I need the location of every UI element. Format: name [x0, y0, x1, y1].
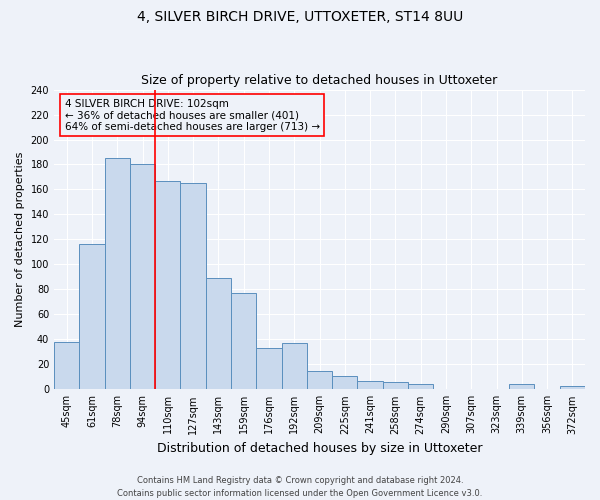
Bar: [181, 183, 206, 390]
Text: 4, SILVER BIRCH DRIVE, UTTOXETER, ST14 8UU: 4, SILVER BIRCH DRIVE, UTTOXETER, ST14 8…: [137, 10, 463, 24]
Text: Contains HM Land Registry data © Crown copyright and database right 2024.
Contai: Contains HM Land Registry data © Crown c…: [118, 476, 482, 498]
Bar: [256, 348, 281, 390]
Bar: [383, 382, 408, 390]
Bar: [231, 293, 256, 390]
Bar: [509, 384, 535, 390]
Bar: [281, 343, 307, 390]
X-axis label: Distribution of detached houses by size in Uttoxeter: Distribution of detached houses by size …: [157, 442, 482, 455]
Bar: [358, 380, 383, 390]
Bar: [54, 342, 79, 390]
Bar: [408, 384, 433, 390]
Bar: [155, 180, 181, 390]
Title: Size of property relative to detached houses in Uttoxeter: Size of property relative to detached ho…: [142, 74, 497, 87]
Bar: [307, 370, 332, 390]
Bar: [79, 244, 104, 390]
Bar: [332, 376, 358, 390]
Y-axis label: Number of detached properties: Number of detached properties: [15, 152, 25, 327]
Bar: [206, 278, 231, 390]
Bar: [560, 386, 585, 390]
Bar: [104, 158, 130, 390]
Bar: [130, 164, 155, 390]
Text: 4 SILVER BIRCH DRIVE: 102sqm
← 36% of detached houses are smaller (401)
64% of s: 4 SILVER BIRCH DRIVE: 102sqm ← 36% of de…: [65, 98, 320, 132]
